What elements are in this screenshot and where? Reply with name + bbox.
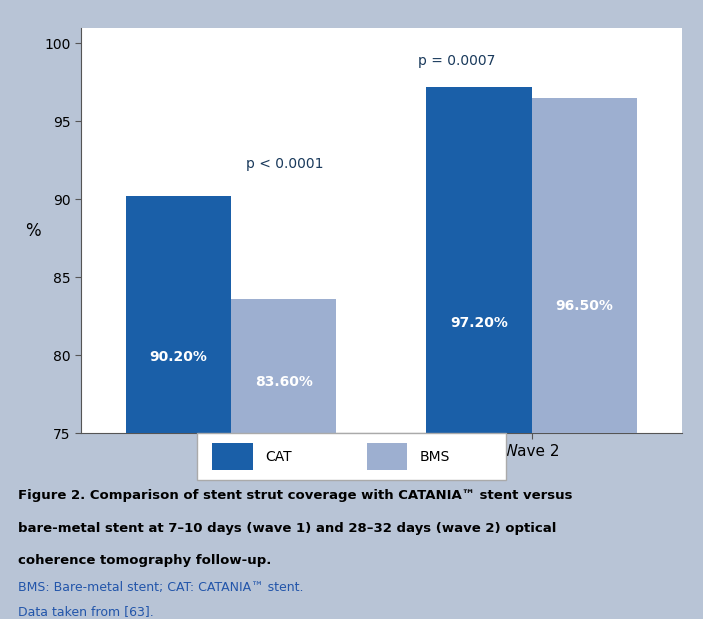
Text: p < 0.0001: p < 0.0001 — [247, 157, 324, 171]
Text: 83.60%: 83.60% — [254, 375, 313, 389]
Bar — [427, 87, 531, 619]
Bar — [126, 196, 231, 619]
Text: Data taken from [63].: Data taken from [63]. — [18, 605, 153, 618]
Text: 97.20%: 97.20% — [450, 316, 508, 329]
Text: coherence tomography follow-up.: coherence tomography follow-up. — [18, 553, 271, 566]
Bar — [531, 98, 637, 619]
FancyBboxPatch shape — [197, 433, 506, 480]
Text: bare-metal stent at 7–10 days (wave 1) and 28–32 days (wave 2) optical: bare-metal stent at 7–10 days (wave 1) a… — [18, 521, 556, 535]
Bar — [367, 443, 407, 470]
Bar — [212, 443, 252, 470]
Text: CAT: CAT — [265, 449, 292, 464]
Text: BMS: BMS — [420, 449, 450, 464]
Y-axis label: %: % — [25, 222, 41, 240]
Text: p = 0.0007: p = 0.0007 — [418, 54, 495, 68]
Bar — [231, 299, 336, 619]
Text: Figure 2. Comparison of stent strut coverage with CATANIA™ stent versus: Figure 2. Comparison of stent strut cove… — [18, 490, 572, 503]
Text: 96.50%: 96.50% — [555, 299, 613, 313]
Text: BMS: Bare-metal stent; CAT: CATANIA™ stent.: BMS: Bare-metal stent; CAT: CATANIA™ ste… — [18, 581, 303, 594]
Text: 90.20%: 90.20% — [150, 350, 207, 365]
